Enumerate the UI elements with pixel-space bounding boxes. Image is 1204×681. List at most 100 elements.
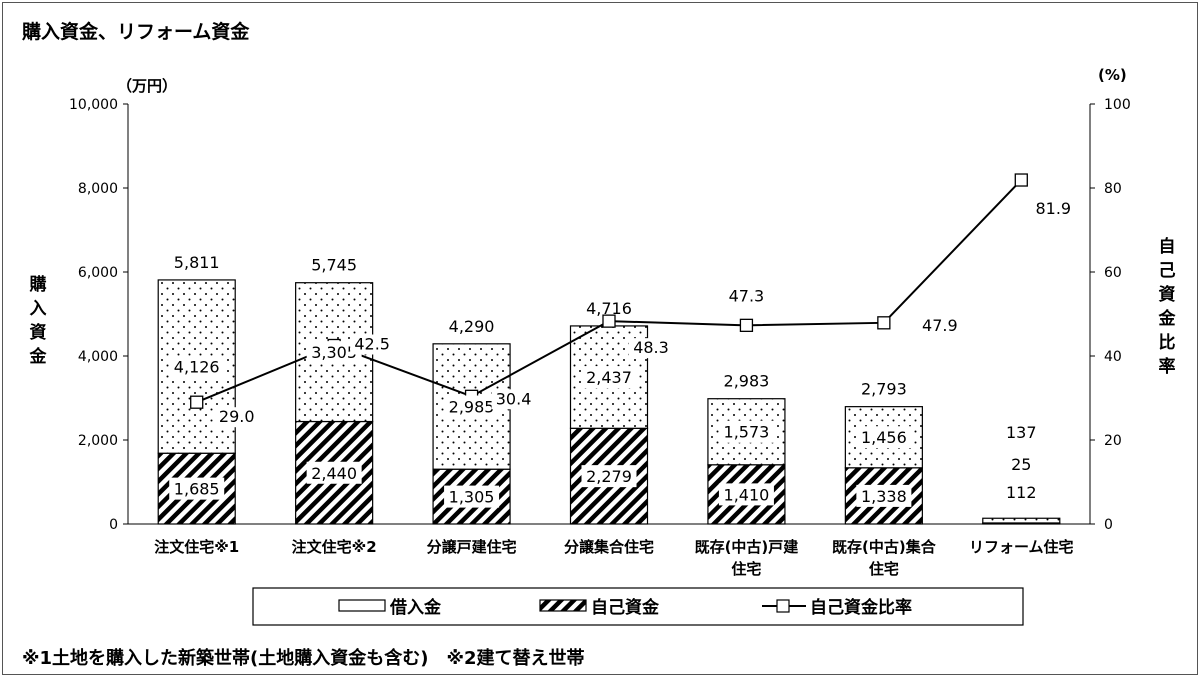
own-label-bg [581,465,637,488]
category-label: 住宅 [869,560,899,578]
total-label: 2,793 [861,380,907,399]
ratio-point-marker [1014,173,1028,187]
right-axis-title-char: 金 [1158,308,1177,329]
right-axis-title-char: 資 [1159,285,1176,305]
legend: 借入金 自己資金 自己資金比率 [252,587,1024,626]
legend-swatch-own [539,599,587,612]
ratio-point-marker [739,318,754,332]
borrowed-label: 1,456 [861,428,907,447]
right-tick-label: 0 [1104,517,1113,533]
ratio-label: 30.4 [496,389,532,408]
ratio-label-bg [917,315,962,336]
total-label: 4,290 [449,317,495,336]
category-label: リフォーム住宅 [969,538,1074,556]
chart-title: 購入資金、リフォーム資金 [22,20,250,43]
left-axis-ticks: 10,000 8,000 6,000 4,000 2,000 0 [69,97,128,533]
right-tick-label: 20 [1104,433,1122,449]
left-axis-title: 購入資金 [29,274,48,367]
ratio-label-bg [214,407,259,428]
own-label: 1,685 [174,480,220,499]
ratio-label: 42.5 [354,335,390,354]
right-axis-title-char: 己 [1159,261,1176,281]
borrowed-label: 1,573 [724,423,770,442]
own-label-bg [169,477,225,500]
value-labels-group: 5,811 1,685 4,126 5,745 2,440 3,305 4,290 1,305… [169,199,1076,508]
own-label: 25 [1011,455,1031,474]
left-tick-label: 2,000 [78,433,118,449]
own-label-bg [718,483,774,506]
own-label: 2,440 [311,464,357,483]
left-axis-title-char: 資 [30,323,47,343]
ratio-point-marker [190,395,204,409]
ratio-label: 81.9 [1035,199,1071,218]
ratio-point-marker [602,314,616,328]
legend-label-ratio: 自己資金比率 [810,597,912,618]
right-axis-ticks: 100 80 60 40 20 0 [1090,97,1131,533]
ratio-label-bg [629,338,673,359]
total-label: 5,811 [174,253,220,272]
bar-borrowed-segment [982,517,1061,524]
right-axis-title-char: 自 [1159,236,1176,257]
borrowed-label: 112 [1006,483,1037,502]
own-label: 1,410 [724,485,770,504]
borrowed-label-bg [718,420,774,443]
left-axis-unit: （万円） [117,77,177,95]
category-labels: 注文住宅※1 注文住宅※2 分譲戸建住宅 分譲集合住宅 既存(中古)戸建住宅 既存(中古)… [154,538,1073,578]
own-label: 2,279 [586,467,632,486]
right-tick-label: 60 [1104,265,1122,281]
left-tick-label: 8,000 [78,181,118,197]
legend-marker-ratio [776,599,790,613]
left-axis-title-char: 金 [29,346,48,367]
own-label-bg [856,484,912,507]
category-label: 分譲戸建住宅 [427,538,517,556]
right-axis-title-char: 率 [1159,356,1176,377]
ratio-label-bg [724,286,769,307]
ratio-label-bg [350,334,395,355]
borrowed-label: 4,126 [174,358,220,377]
ratio-label: 48.3 [633,338,669,357]
ratio-label: 47.9 [922,316,958,335]
right-tick-label: 80 [1104,181,1122,197]
own-label: 1,305 [449,488,495,507]
borrowed-label-bg [581,366,637,389]
footnote: ※1土地を購入した新築世帯(土地購入資金も含む) ※2建て替え世帯 [22,647,585,669]
total-label: 2,983 [724,372,770,391]
left-tick-label: 4,000 [78,349,118,365]
ratio-label: 29.0 [219,407,255,426]
ratio-label: 47.3 [729,286,765,305]
own-label-bg [306,461,362,484]
category-label: 既存(中古)戸建 [695,538,800,556]
right-axis-title-char: 比 [1159,332,1176,353]
legend-label-own: 自己資金 [591,597,660,618]
category-label: 分譲集合住宅 [564,538,654,556]
category-label: 注文住宅※1 [154,538,239,556]
own-label-bg [444,485,500,508]
legend-swatch-borrowed [338,599,386,612]
left-tick-label: 6,000 [78,265,118,281]
right-tick-label: 40 [1104,349,1122,365]
category-label: 既存(中古)集合 [832,538,937,556]
left-tick-label: 0 [109,517,118,533]
borrowed-label: 2,437 [586,368,632,387]
borrowed-label-bg [169,355,225,378]
borrowed-label-bg [306,341,362,364]
borrowed-label-bg [444,395,500,418]
left-axis-title-char: 入 [30,299,47,319]
own-label: 1,338 [861,487,907,506]
ratio-label-bg [1031,199,1076,220]
ratio-point-marker [877,316,891,330]
total-label: 5,745 [311,256,357,275]
borrowed-label: 2,985 [449,398,495,417]
right-axis-title: 自己資金比率 [1158,236,1177,377]
borrowed-label-bg [856,426,912,449]
borrowed-label: 3,305 [311,343,357,362]
total-label: 4,716 [586,299,632,318]
ratio-label-bg [491,389,536,410]
left-tick-label: 10,000 [69,97,118,113]
left-axis-title-char: 購 [30,274,47,295]
legend-label-borrowed: 借入金 [389,597,442,618]
right-axis-unit: (%) [1098,66,1127,84]
total-label: 137 [1006,423,1037,442]
